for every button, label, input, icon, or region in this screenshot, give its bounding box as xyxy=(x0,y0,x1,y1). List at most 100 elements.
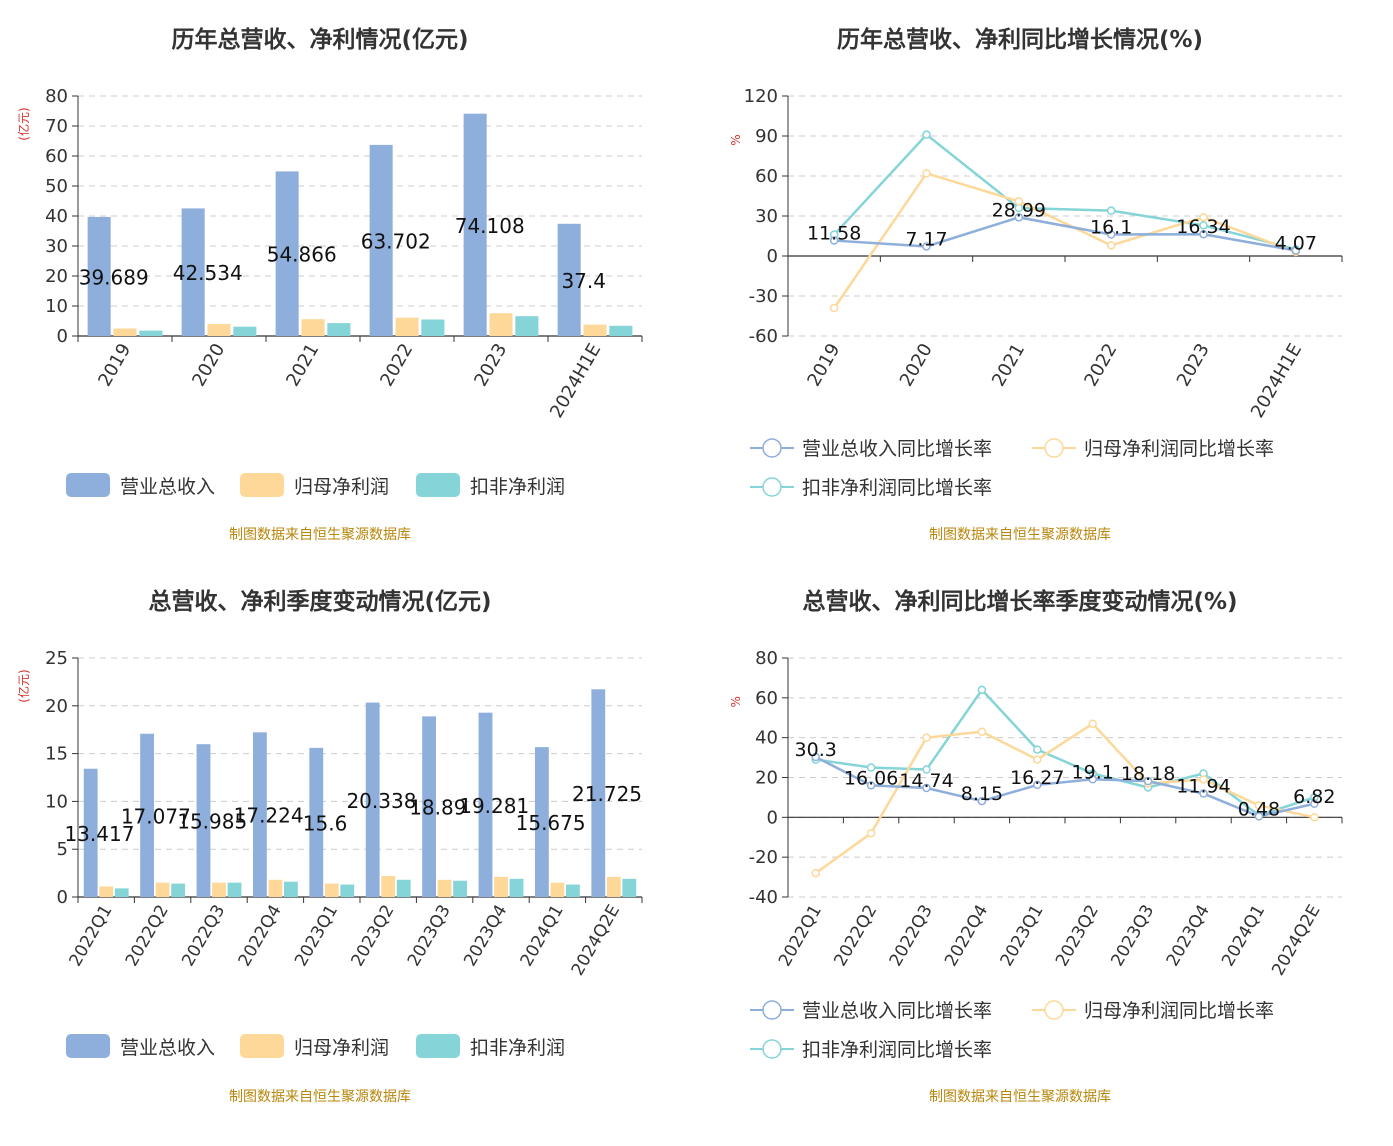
bar-parent-profit xyxy=(268,879,283,897)
legend-marker[interactable] xyxy=(762,477,782,497)
legend-label: 营业总收入同比增长率 xyxy=(802,438,992,460)
point-parent-profit xyxy=(1088,719,1097,728)
point-nonrecurring-profit xyxy=(922,765,931,774)
bar-data-label: 63.702 xyxy=(361,229,431,253)
x-category-label: 2019 xyxy=(803,340,844,390)
point-nonrecurring-profit xyxy=(1106,206,1116,215)
legend-label: 扣非净利润同比增长率 xyxy=(802,477,992,499)
y-tick-label: 20 xyxy=(45,266,68,287)
bar-revenue xyxy=(591,689,606,897)
bar-revenue xyxy=(275,171,299,336)
bar-data-label: 18.89 xyxy=(409,796,466,820)
bar-data-label: 15.675 xyxy=(516,811,586,835)
bar-parent-profit xyxy=(207,324,231,336)
legend-label: 营业总收入 xyxy=(120,1037,215,1059)
legend-swatch[interactable] xyxy=(240,1034,284,1058)
line-data-label: 18.18 xyxy=(1121,763,1175,785)
y-tick-label: 60 xyxy=(45,146,68,167)
point-nonrecurring-profit xyxy=(1033,745,1042,754)
bar-revenue xyxy=(181,208,205,336)
x-category-label: 2020 xyxy=(188,340,229,390)
point-parent-profit xyxy=(1199,213,1208,222)
line-data-label: 19.1 xyxy=(1072,761,1114,783)
legend-swatch[interactable] xyxy=(416,1034,460,1058)
data-source-note: 制图数据来自恒生聚源数据库 xyxy=(929,527,1111,543)
bar-revenue xyxy=(83,768,98,897)
bar-data-label: 42.534 xyxy=(173,261,243,285)
x-category-label: 2022Q2 xyxy=(830,902,881,970)
series-line-nonrecurring-profit xyxy=(815,687,1315,817)
y-tick-label: 10 xyxy=(45,296,68,317)
point-revenue xyxy=(811,752,820,762)
y-axis-unit-label: (亿元) xyxy=(16,669,31,702)
y-tick-label: 0 xyxy=(767,246,778,267)
bar-nonrecurring-profit xyxy=(396,879,411,897)
y-tick-label: -20 xyxy=(749,847,778,868)
point-nonrecurring-profit xyxy=(977,685,987,695)
legend-marker[interactable] xyxy=(762,1000,782,1020)
series-line-parent-profit xyxy=(833,171,1297,309)
x-category-label: 2022Q1 xyxy=(775,902,826,970)
y-axis-unit-label: % xyxy=(729,134,743,145)
bar-parent-profit xyxy=(606,876,621,897)
line-data-label: 16.27 xyxy=(1010,767,1064,789)
line-data-label: 14.74 xyxy=(899,770,953,792)
legend-swatch[interactable] xyxy=(416,473,460,497)
data-source-note: 制图数据来自恒生聚源数据库 xyxy=(229,1089,411,1105)
legend-marker[interactable] xyxy=(1044,438,1064,458)
point-parent-profit xyxy=(829,303,839,313)
bar-revenue xyxy=(534,747,549,897)
legend-swatch[interactable] xyxy=(66,1034,110,1058)
point-parent-profit xyxy=(811,868,820,878)
y-tick-label: 30 xyxy=(45,236,68,257)
y-tick-label: 0 xyxy=(767,807,778,828)
line-data-label: 11.58 xyxy=(807,223,861,245)
point-revenue xyxy=(1254,812,1264,821)
x-category-label: 2023 xyxy=(1173,340,1214,390)
y-axis-unit-label: (亿元) xyxy=(16,107,31,140)
y-tick-label: 10 xyxy=(45,791,68,812)
annual-growth-chart: 历年总营收、净利同比增长情况(%)% -60 -30 0 30 60 90 120 2019 20… xyxy=(729,26,1343,543)
bar-parent-profit xyxy=(301,319,325,336)
x-category-label: 2022Q4 xyxy=(235,902,286,970)
x-category-label: 2020 xyxy=(896,340,937,390)
y-tick-label: 40 xyxy=(45,206,68,227)
bar-nonrecurring-profit xyxy=(515,316,539,336)
point-revenue xyxy=(1088,775,1097,784)
bar-data-label: 15.985 xyxy=(177,810,247,834)
x-category-label: 2021 xyxy=(988,340,1029,390)
data-source-note: 制图数据来自恒生聚源数据库 xyxy=(929,1089,1111,1105)
y-tick-label: 80 xyxy=(755,648,778,669)
legend-marker[interactable] xyxy=(762,1039,782,1059)
bar-data-label: 54.866 xyxy=(267,243,337,267)
bar-parent-profit xyxy=(489,313,513,336)
bar-data-label: 17.224 xyxy=(234,804,304,828)
legend-label: 归母净利润 xyxy=(294,476,389,498)
y-tick-label: 60 xyxy=(755,688,778,709)
y-tick-label: 15 xyxy=(45,744,68,765)
y-axis-unit-label: % xyxy=(729,696,743,707)
bar-parent-profit xyxy=(212,882,226,897)
point-nonrecurring-profit xyxy=(922,130,931,139)
x-category-label: 2023Q4 xyxy=(460,902,511,970)
legend-label: 归母净利润同比增长率 xyxy=(1084,1000,1274,1022)
x-category-label: 2023Q2 xyxy=(1052,902,1103,970)
y-tick-label: 20 xyxy=(45,696,68,717)
legend-swatch[interactable] xyxy=(66,473,110,497)
bar-revenue xyxy=(369,144,393,336)
bar-data-label: 15.6 xyxy=(303,811,348,835)
legend-swatch[interactable] xyxy=(240,473,284,497)
legend-marker[interactable] xyxy=(762,438,782,458)
series-line-nonrecurring-profit xyxy=(833,132,1297,251)
point-parent-profit xyxy=(866,829,876,838)
line-data-label: 16.06 xyxy=(844,767,898,789)
bar-revenue xyxy=(87,216,111,336)
point-revenue xyxy=(1310,799,1319,809)
legend-marker[interactable] xyxy=(1044,1000,1064,1020)
line-data-label: 0.48 xyxy=(1238,798,1280,820)
y-tick-label: 0 xyxy=(57,326,68,347)
point-nonrecurring-profit xyxy=(866,763,876,772)
y-tick-label: 40 xyxy=(755,728,778,749)
y-tick-label: 90 xyxy=(755,126,778,147)
